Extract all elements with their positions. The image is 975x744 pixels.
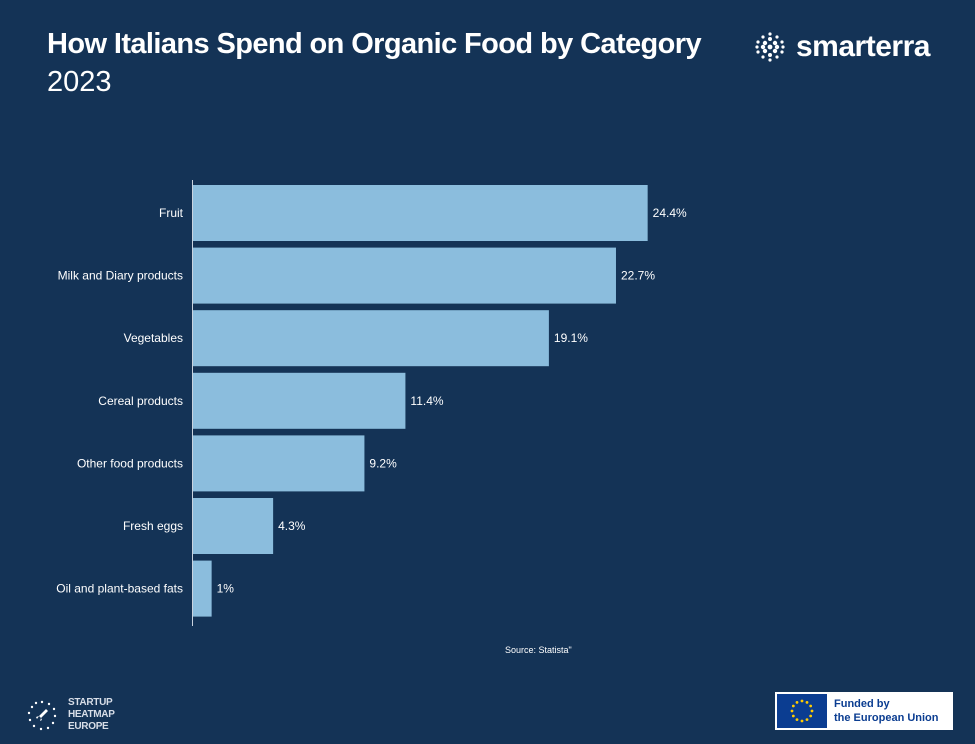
value-label: 24.4% <box>653 206 687 220</box>
value-label: 11.4% <box>410 394 443 408</box>
category-label: Other food products <box>77 456 183 470</box>
bar-1 <box>193 247 616 304</box>
eu-star <box>800 719 804 723</box>
eu-star <box>791 704 795 708</box>
bar-4 <box>193 435 365 492</box>
bar-5 <box>193 498 274 554</box>
heatmap-logo-line2: EUROPE <box>68 721 109 732</box>
eu-star <box>809 704 813 708</box>
eu-star <box>795 718 799 722</box>
chart-title: How Italians Spend on Organic Food by Ca… <box>47 28 702 60</box>
startup-heatmap-logo: STARTUP HEATMAP EUROPE <box>26 697 148 733</box>
eu-flag-icon <box>777 694 827 728</box>
bar-3 <box>193 372 406 429</box>
bar-6 <box>193 560 212 617</box>
eu-star <box>791 714 795 718</box>
category-label: Cereal products <box>98 394 183 408</box>
eu-star <box>805 700 809 704</box>
source-note: Source: Statista" <box>505 645 572 655</box>
value-label: 22.7% <box>621 269 655 283</box>
eu-text-line1: Funded by <box>834 698 890 710</box>
category-label: Vegetables <box>124 331 183 345</box>
bar-2 <box>193 310 549 367</box>
chart-subtitle: 2023 <box>47 66 112 98</box>
eu-funding-badge: Funded by the European Union <box>775 692 953 730</box>
value-label: 4.3% <box>278 519 306 533</box>
value-label: 19.1% <box>554 331 588 345</box>
eu-star <box>800 699 804 703</box>
value-label: 9.2% <box>369 456 397 470</box>
eu-star <box>809 714 813 718</box>
brand-name: smarterra <box>796 30 930 63</box>
heatmap-logo-line1: STARTUP HEATMAP <box>68 697 115 720</box>
eu-star <box>795 700 799 704</box>
dot-grid-icon <box>755 32 785 62</box>
eu-star <box>790 709 794 713</box>
rocket-icon <box>27 700 57 731</box>
category-label: Oil and plant-based fats <box>56 582 183 596</box>
eu-star <box>805 718 809 722</box>
category-label: Fruit <box>159 206 184 220</box>
category-label: Fresh eggs <box>123 519 183 533</box>
value-label: 1% <box>217 582 235 596</box>
category-label: Milk and Diary products <box>58 269 183 283</box>
brand-logo: smarterra <box>754 30 930 64</box>
eu-text-line2: the European Union <box>834 712 939 724</box>
eu-star <box>810 709 814 713</box>
bar-0 <box>193 185 648 241</box>
